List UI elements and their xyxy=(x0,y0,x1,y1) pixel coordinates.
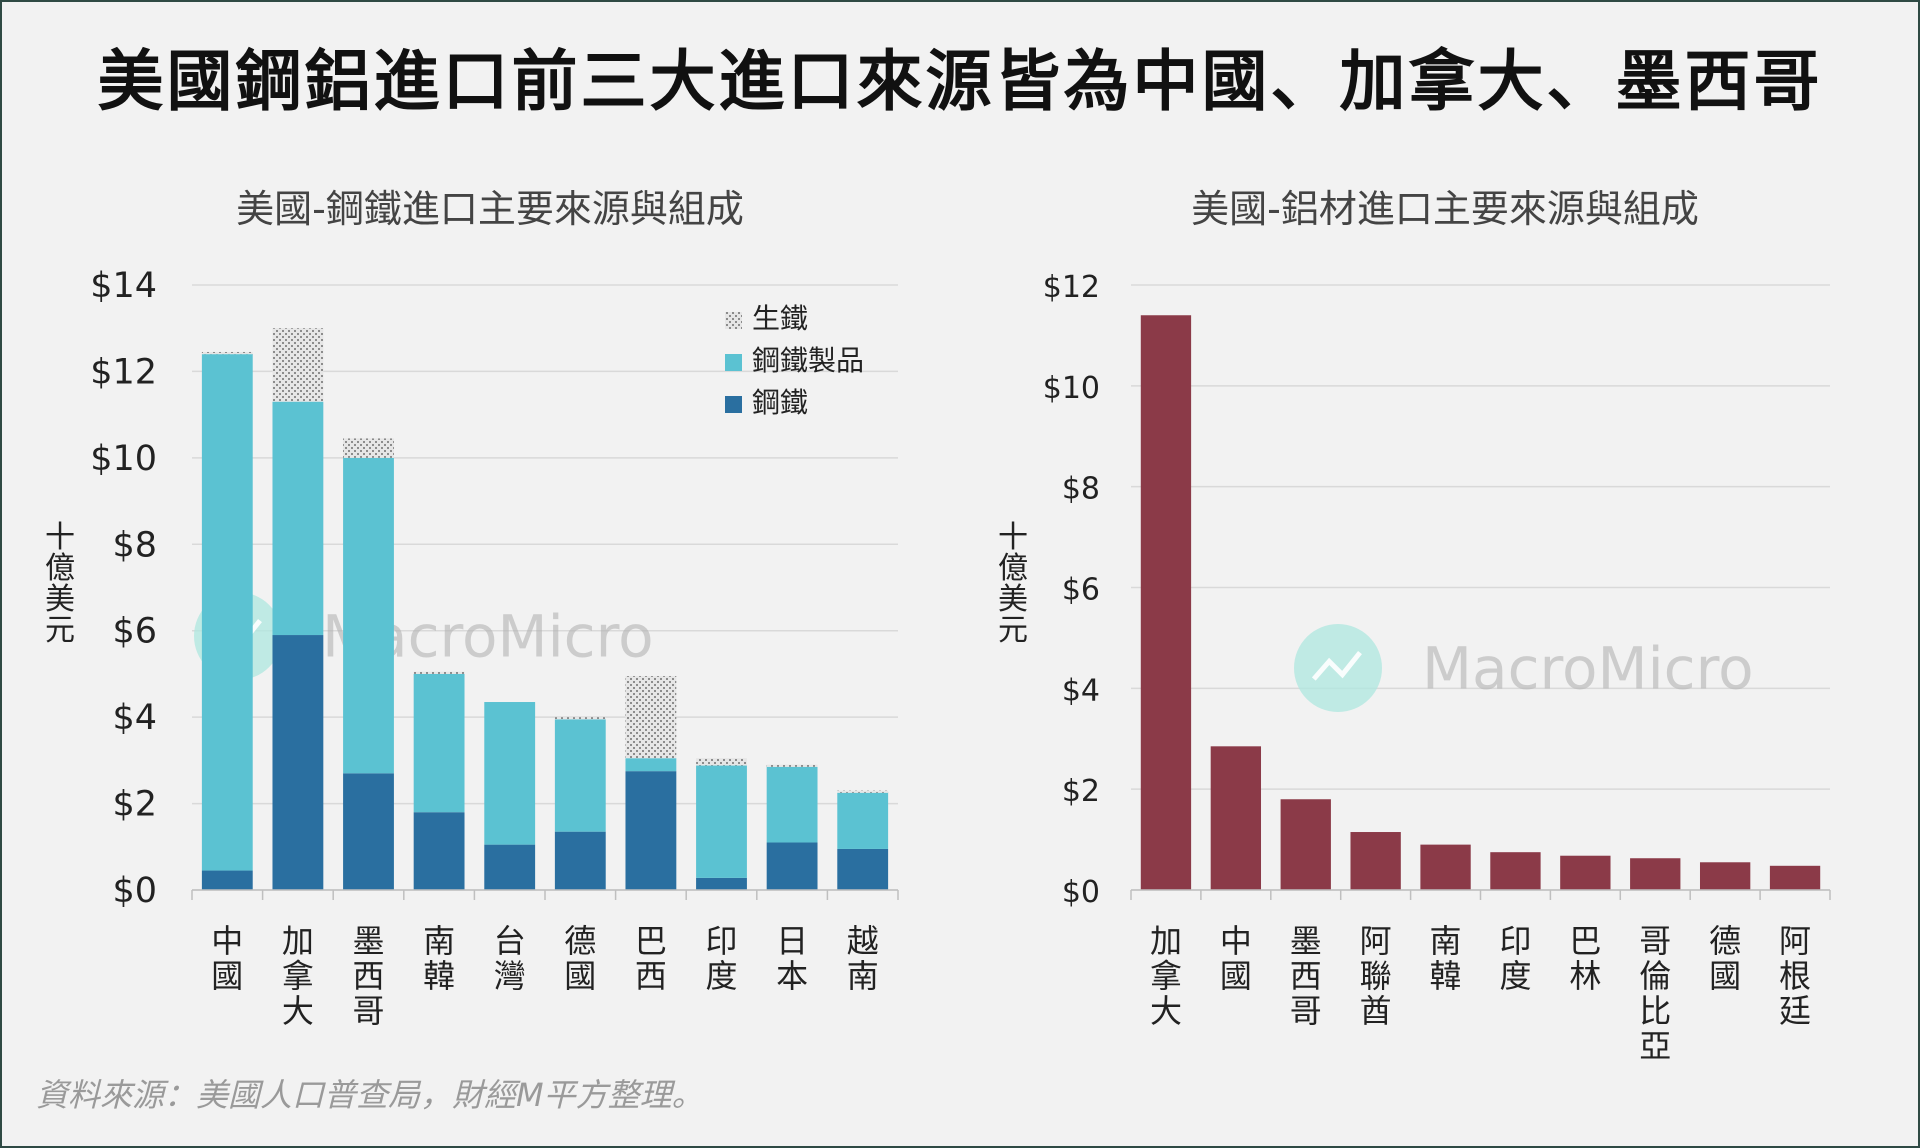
bar-segment xyxy=(766,766,818,843)
bar xyxy=(1769,865,1821,890)
bar-segment xyxy=(696,765,747,878)
x-tick-label: 印度 xyxy=(705,922,737,995)
y-tick-label: $0 xyxy=(112,871,157,911)
bar-segment xyxy=(343,773,394,890)
y-tick-label: $6 xyxy=(112,612,157,652)
watermark-text: MacroMicro xyxy=(1422,634,1754,702)
bar-segment xyxy=(272,635,324,890)
x-tick-label: 加拿大 xyxy=(282,922,314,1030)
x-tick-label: 日本 xyxy=(776,922,808,995)
x-tick-label: 阿聯酋 xyxy=(1360,922,1392,1030)
bar-segment xyxy=(554,831,606,890)
x-tick-label: 台灣 xyxy=(494,922,526,995)
bar-segment xyxy=(696,758,747,766)
bar xyxy=(1490,852,1541,890)
source-note: 資料來源：美國人口普查局，財經M平方整理。 xyxy=(36,1076,704,1114)
x-tick-label: 阿根廷 xyxy=(1779,922,1811,1030)
y-tick-label: $8 xyxy=(1062,472,1100,507)
bar-segment xyxy=(413,673,465,813)
bar-segment xyxy=(413,812,465,890)
x-tick-label: 巴林 xyxy=(1569,922,1601,995)
x-tick-label: 德國 xyxy=(564,922,596,995)
bar-segment xyxy=(554,717,606,720)
y-tick-label: $12 xyxy=(90,352,157,392)
x-tick-label: 南韓 xyxy=(423,922,455,995)
bar-segment xyxy=(272,401,324,636)
bar-segment xyxy=(625,676,677,759)
bar xyxy=(1630,858,1681,890)
bar-segment xyxy=(201,354,253,871)
y-axis-label: 十億美元 xyxy=(45,520,75,648)
y-tick-label: $2 xyxy=(112,785,157,825)
bar xyxy=(1350,832,1401,890)
bar-segment xyxy=(413,671,465,674)
bar xyxy=(1140,315,1192,890)
bar xyxy=(1210,746,1262,890)
x-tick-label: 巴西 xyxy=(635,922,667,995)
bar xyxy=(1420,844,1471,890)
x-tick-label: 印度 xyxy=(1499,922,1531,995)
chart-title: 美國-鋼鐵進口主要來源與組成 xyxy=(236,187,744,231)
watermark-line-icon xyxy=(1311,651,1362,681)
y-tick-label: $2 xyxy=(1062,774,1100,809)
y-tick-label: $6 xyxy=(1062,573,1100,608)
x-tick-label: 中國 xyxy=(1220,922,1252,995)
x-tick-label: 墨西哥 xyxy=(1290,922,1322,1030)
bar-segment xyxy=(554,719,606,832)
bar-segment xyxy=(625,771,677,890)
bar xyxy=(1560,855,1611,890)
bar-segment xyxy=(343,457,394,774)
x-tick-label: 德國 xyxy=(1709,922,1741,995)
x-tick-label: 中國 xyxy=(211,922,243,995)
bar-segment xyxy=(343,438,394,458)
aluminum-chart: 美國-鋁材進口主要來源與組成 $0 $2 $4 $6 $8 $10 $12 十億美元 MacroM… xyxy=(998,187,1831,1065)
x-tick-label: 哥倫比亞 xyxy=(1639,922,1671,1065)
x-tick-label: 墨西哥 xyxy=(352,922,384,1030)
main-title: 美國鋼鋁進口前三大進口來源皆為中國、加拿大、墨西哥 xyxy=(97,43,1823,120)
x-tick-label: 南韓 xyxy=(1430,922,1462,995)
x-tick-label: 越南 xyxy=(847,922,879,995)
bar-segment xyxy=(837,848,889,890)
legend-label: 鋼鐵製品 xyxy=(752,344,864,377)
y-tick-label: $4 xyxy=(112,698,157,738)
bar-segment xyxy=(272,328,324,402)
y-tick-label: $14 xyxy=(90,266,157,306)
bar xyxy=(1280,799,1331,890)
legend-swatch xyxy=(725,312,742,329)
bar-segment xyxy=(696,877,747,890)
bar-segment xyxy=(837,792,889,849)
bar-segment xyxy=(625,758,677,772)
bar-segment xyxy=(484,844,536,890)
y-tick-label: $12 xyxy=(1043,270,1100,305)
bar-segment xyxy=(484,702,536,845)
legend-swatch xyxy=(725,354,742,371)
x-tick-label: 加拿大 xyxy=(1150,922,1182,1030)
y-tick-label: $10 xyxy=(1043,371,1100,406)
y-tick-label: $8 xyxy=(112,525,157,565)
bar-segment xyxy=(201,351,253,355)
bar-segment xyxy=(766,842,818,890)
legend-label: 鋼鐵 xyxy=(752,386,808,419)
y-tick-label: $10 xyxy=(90,439,157,479)
bar-segment xyxy=(766,764,818,767)
y-tick-label: $0 xyxy=(1062,875,1100,910)
legend-swatch xyxy=(725,396,742,413)
y-axis-label: 十億美元 xyxy=(998,520,1028,648)
bar-segment xyxy=(201,870,253,890)
y-tick-label: $4 xyxy=(1062,673,1100,708)
bar xyxy=(1699,862,1751,890)
bar-segment xyxy=(837,790,889,793)
legend-label: 生鐵 xyxy=(752,302,808,335)
chart-title: 美國-鋁材進口主要來源與組成 xyxy=(1191,187,1699,231)
